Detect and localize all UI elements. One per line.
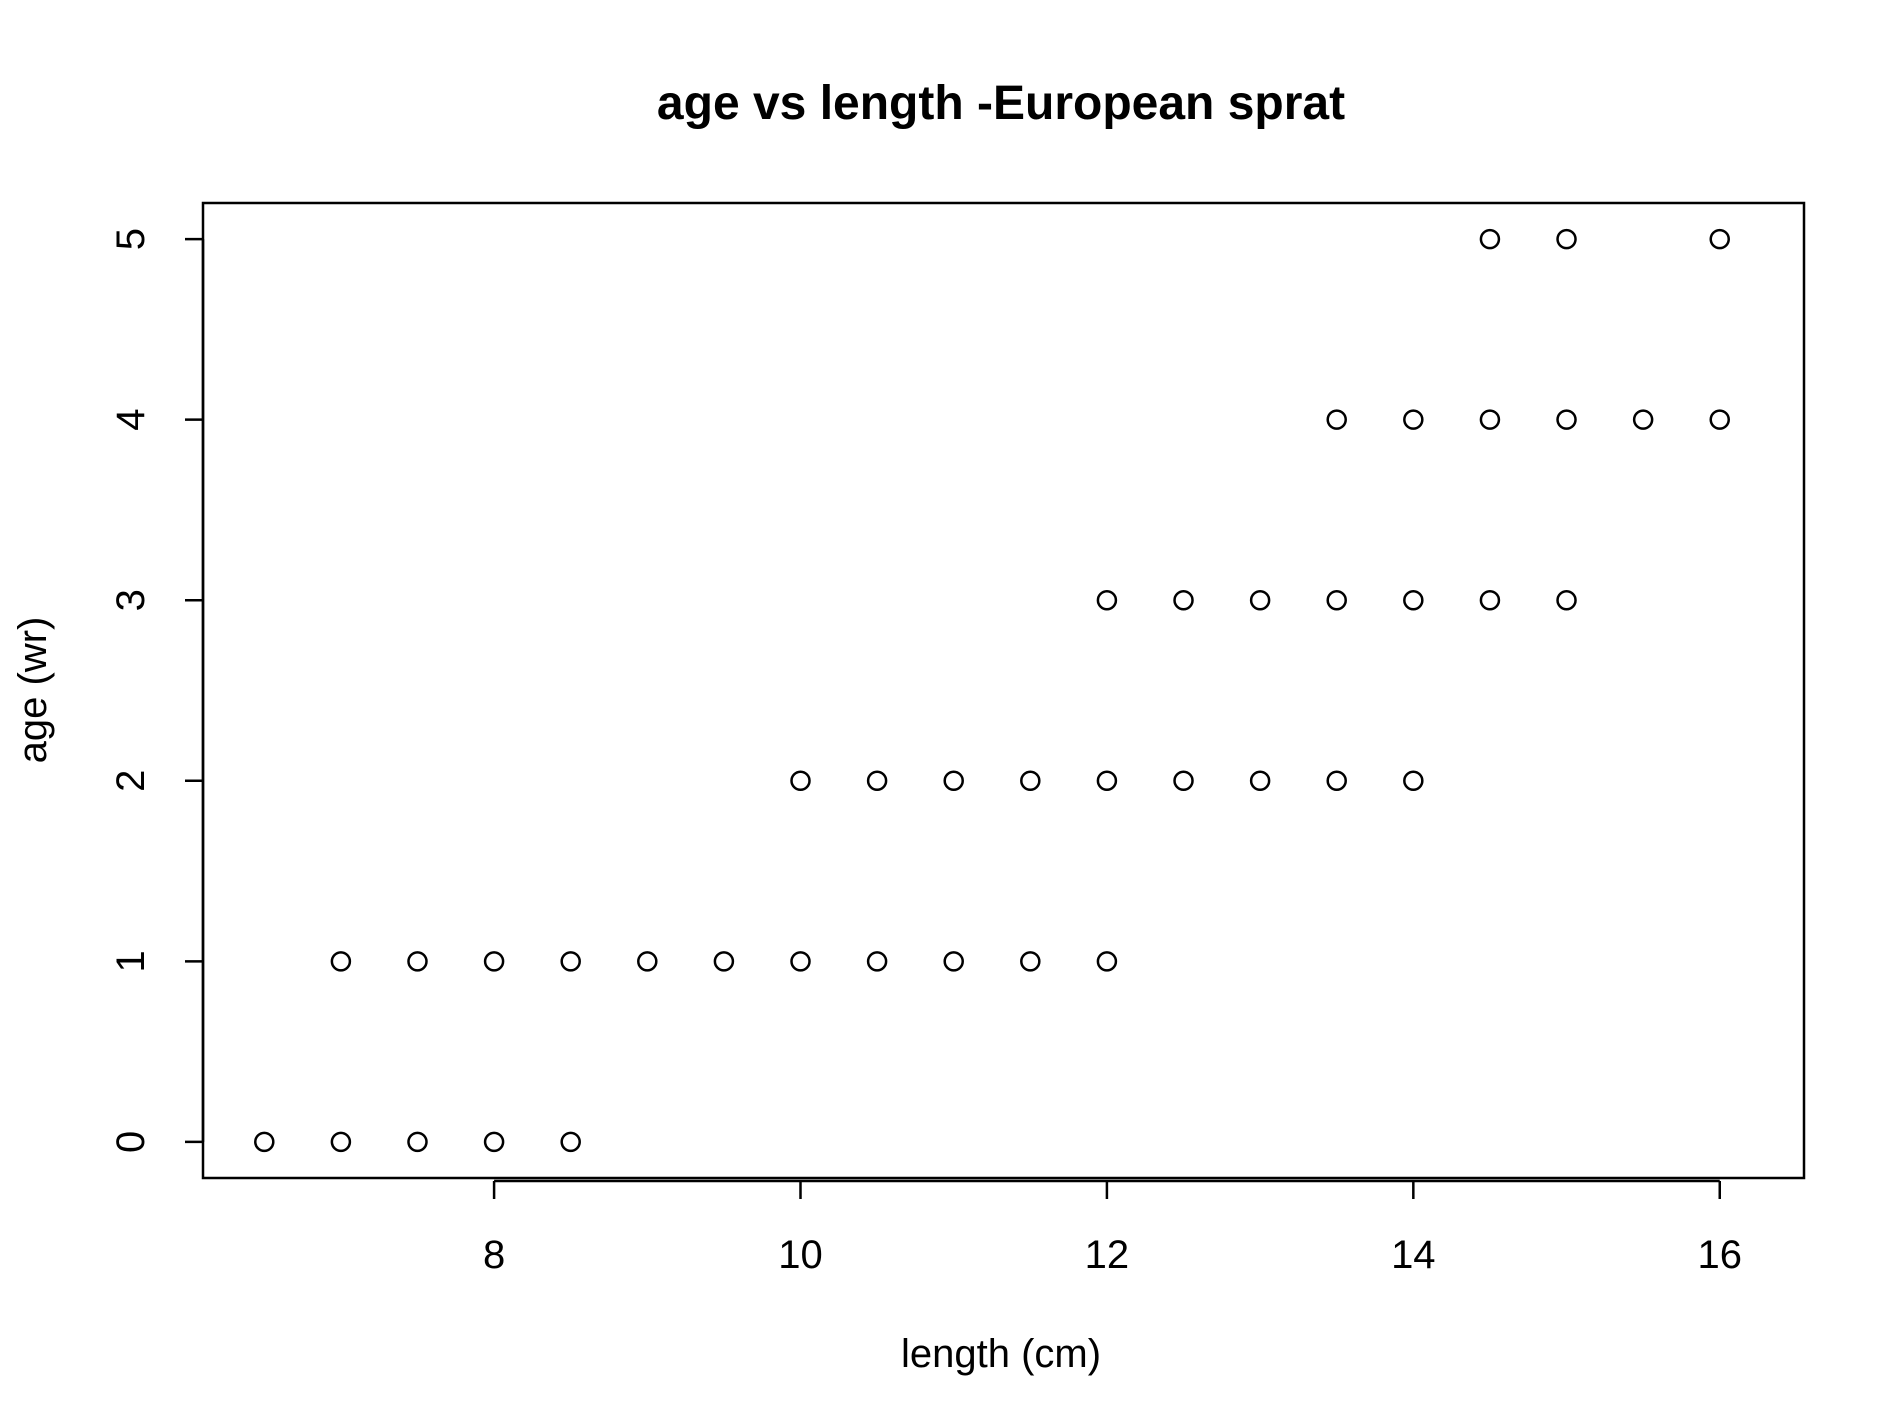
data-point xyxy=(866,770,888,792)
data-point xyxy=(790,951,811,972)
y-tick-label: 4 xyxy=(109,409,153,431)
data-point xyxy=(1479,409,1501,430)
data-point xyxy=(330,951,352,972)
data-point xyxy=(1479,589,1501,611)
x-tick-label: 14 xyxy=(1391,1233,1436,1277)
data-point xyxy=(1403,770,1424,792)
data-point xyxy=(560,1131,581,1153)
data-point xyxy=(1709,409,1730,430)
data-point xyxy=(943,770,964,792)
data-point xyxy=(1709,228,1730,250)
data-point xyxy=(407,1131,428,1153)
data-point xyxy=(1173,589,1194,611)
y-axis-label: age (wr) xyxy=(11,617,55,764)
y-tick-label: 1 xyxy=(109,950,153,972)
y-axis: 0 1 2 3 4 5 xyxy=(109,228,205,1153)
data-point xyxy=(1020,770,1041,792)
plot-frame xyxy=(201,201,1806,1180)
chart-title: age vs length -European sprat xyxy=(657,77,1345,130)
x-axis: 8 10 12 14 16 xyxy=(483,1179,1742,1277)
data-point xyxy=(560,951,581,972)
data-point xyxy=(866,951,888,972)
data-point xyxy=(1556,409,1577,430)
y-tick-label: 5 xyxy=(109,228,153,250)
data-point xyxy=(1326,409,1347,430)
x-axis-label: length (cm) xyxy=(901,1332,1101,1376)
data-point xyxy=(713,951,735,972)
x-tick-label: 16 xyxy=(1697,1233,1742,1277)
data-point xyxy=(1249,770,1271,792)
data-point xyxy=(1632,409,1654,430)
data-point xyxy=(407,951,428,972)
data-point xyxy=(1020,951,1041,972)
data-point xyxy=(943,951,964,972)
data-point xyxy=(1556,589,1577,611)
data-point xyxy=(790,770,811,792)
data-point xyxy=(483,1131,505,1153)
data-point xyxy=(1249,589,1271,611)
data-point xyxy=(1096,770,1118,792)
y-tick-label: 3 xyxy=(109,589,153,611)
data-point xyxy=(330,1131,352,1153)
data-point xyxy=(1173,770,1194,792)
data-point xyxy=(1326,770,1347,792)
data-point xyxy=(1326,589,1347,611)
x-tick-label: 12 xyxy=(1085,1233,1130,1277)
data-point xyxy=(1479,228,1501,250)
x-tick-label: 10 xyxy=(778,1233,823,1277)
data-point xyxy=(1403,409,1424,430)
data-point xyxy=(1096,589,1118,611)
data-points xyxy=(254,228,1730,1153)
data-point xyxy=(1556,228,1577,250)
data-point xyxy=(254,1131,275,1153)
data-point xyxy=(1096,951,1118,972)
data-point xyxy=(637,951,658,972)
data-point xyxy=(1403,589,1424,611)
y-tick-label: 0 xyxy=(109,1131,153,1153)
data-point xyxy=(483,951,505,972)
x-tick-label: 8 xyxy=(483,1233,505,1277)
y-tick-label: 2 xyxy=(109,770,153,792)
